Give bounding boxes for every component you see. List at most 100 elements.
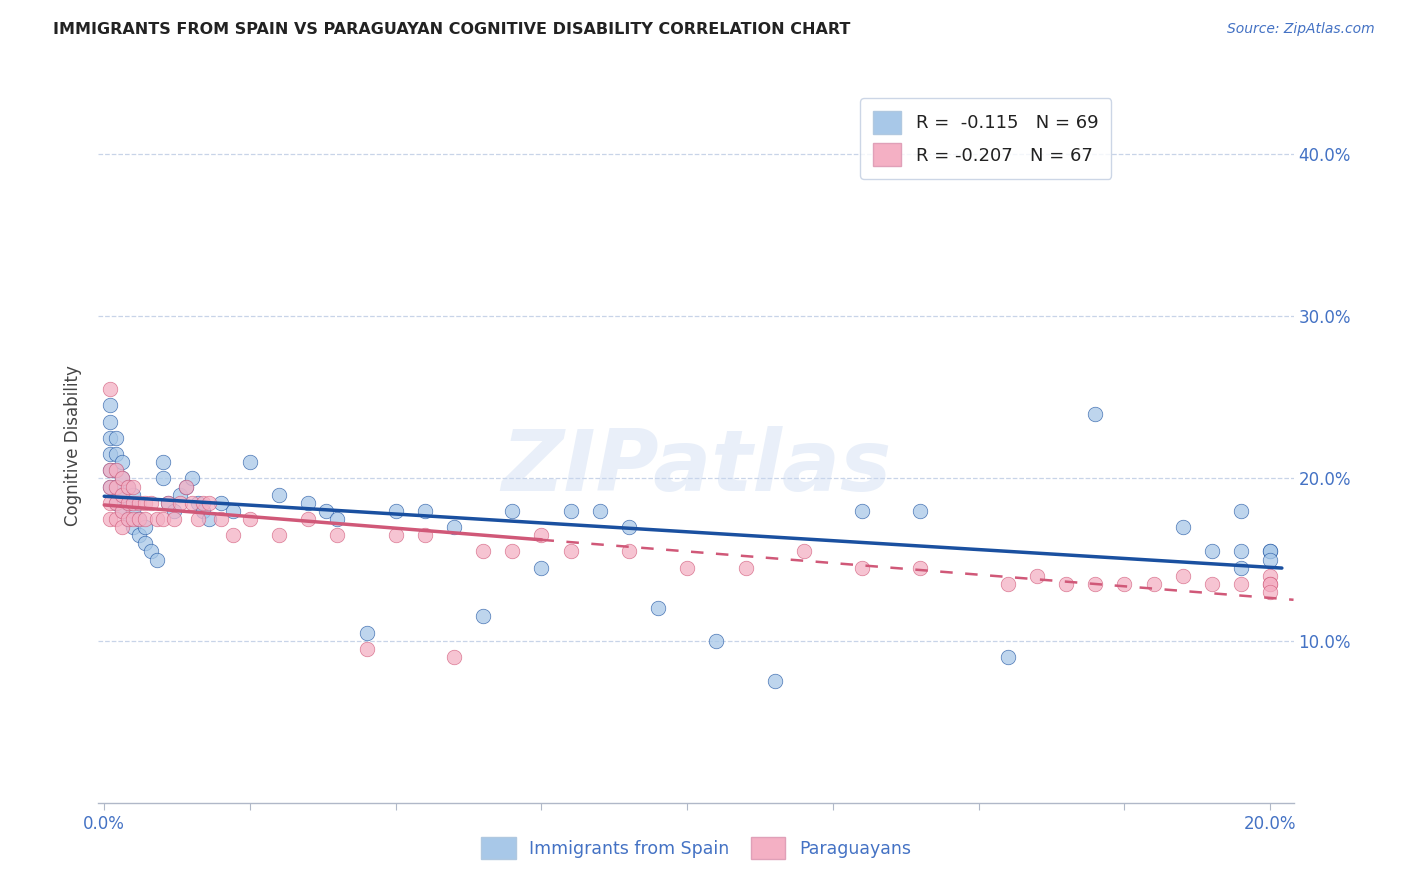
Point [128,512,150,526]
Point [910,560,932,574]
Point [117,496,139,510]
Point [193,496,215,510]
Point [356,641,378,656]
Point [198,496,221,510]
Text: Source: ZipAtlas.com: Source: ZipAtlas.com [1227,22,1375,37]
Point [104,512,127,526]
Point [1258,585,1281,599]
Point [98,512,121,526]
Point [472,609,495,624]
Point [1258,552,1281,566]
Point [98,463,121,477]
Point [763,674,786,689]
Point [98,431,121,445]
Point [269,528,291,542]
Point [111,488,134,502]
Point [104,496,127,510]
Point [1084,577,1107,591]
Point [134,520,156,534]
Point [443,649,465,664]
Point [128,512,150,526]
Point [111,504,134,518]
Point [910,504,932,518]
Point [239,512,262,526]
Point [139,496,162,510]
Point [134,536,156,550]
Point [145,512,167,526]
Y-axis label: Cognitive Disability: Cognitive Disability [65,366,83,526]
Point [851,560,873,574]
Point [617,544,640,558]
Point [269,488,291,502]
Point [1230,577,1253,591]
Point [501,544,523,558]
Point [117,512,139,526]
Point [98,496,121,510]
Point [104,496,127,510]
Point [117,479,139,493]
Point [326,528,349,542]
Point [443,520,465,534]
Point [157,496,180,510]
Point [413,504,436,518]
Point [186,512,208,526]
Point [186,496,208,510]
Point [180,496,202,510]
Point [1201,577,1223,591]
Point [174,479,197,493]
Point [111,455,134,469]
Point [297,512,319,526]
Point [734,560,756,574]
Point [198,512,221,526]
Point [1054,577,1077,591]
Point [98,479,121,493]
Point [111,488,134,502]
Point [384,504,406,518]
Point [98,463,121,477]
Point [647,601,669,615]
Point [122,488,145,502]
Point [104,447,127,461]
Point [152,512,174,526]
Point [1258,577,1281,591]
Point [117,479,139,493]
Point [472,544,495,558]
Point [1230,560,1253,574]
Point [1171,520,1194,534]
Point [111,520,134,534]
Point [851,504,873,518]
Point [1258,568,1281,582]
Point [122,520,145,534]
Point [326,512,349,526]
Point [793,544,815,558]
Point [560,544,582,558]
Point [117,496,139,510]
Text: ZIPatlas: ZIPatlas [501,425,891,509]
Point [145,552,167,566]
Point [676,560,699,574]
Point [315,504,337,518]
Point [413,528,436,542]
Point [122,496,145,510]
Point [997,577,1019,591]
Point [1026,568,1049,582]
Point [297,496,319,510]
Point [104,463,127,477]
Point [209,512,232,526]
Point [169,488,191,502]
Point [152,471,174,485]
Point [104,479,127,493]
Point [163,504,186,518]
Point [98,479,121,493]
Legend: Immigrants from Spain, Paraguayans: Immigrants from Spain, Paraguayans [474,830,918,865]
Point [1258,577,1281,591]
Point [117,512,139,526]
Point [1114,577,1136,591]
Point [104,479,127,493]
Point [128,528,150,542]
Point [152,455,174,469]
Point [1142,577,1164,591]
Point [560,504,582,518]
Point [163,512,186,526]
Point [98,399,121,413]
